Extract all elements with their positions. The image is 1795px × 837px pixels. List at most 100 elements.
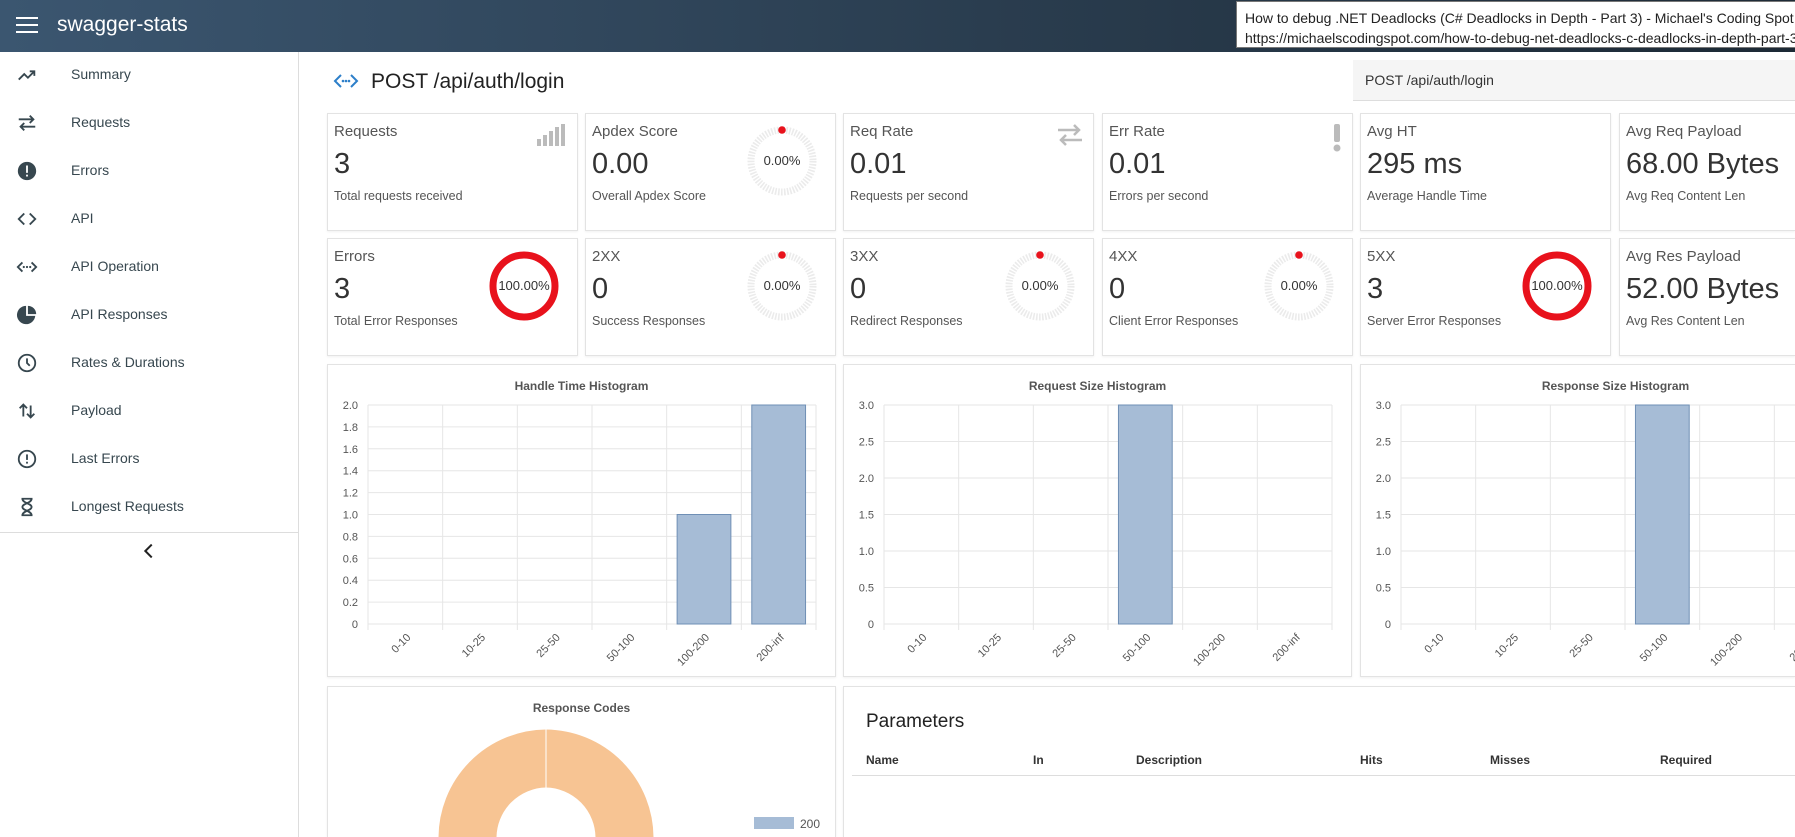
y-tick-label: 0.2 <box>343 597 358 609</box>
gauge-label: 0.00% <box>763 278 801 293</box>
x-tick-label: 25-50 <box>534 632 562 660</box>
gauge-indicator-dot <box>1036 251 1044 259</box>
x-tick-label: 200-inf <box>1788 631 1795 664</box>
gauge <box>747 251 817 321</box>
bar-50-100 <box>1117 404 1173 625</box>
metric-value: 68.00 Bytes <box>1626 148 1780 180</box>
x-tick-label: 100-200 <box>1191 632 1228 669</box>
y-tick-label: 1.0 <box>1376 546 1391 558</box>
table-header-divider <box>852 775 1795 776</box>
operation-select[interactable]: POST /api/auth/login <box>1353 60 1795 101</box>
gauge-track <box>1264 251 1334 321</box>
col-header-name[interactable]: Name <box>866 753 899 767</box>
col-header-in[interactable]: In <box>1033 753 1044 767</box>
metric-card-avg-ht: Avg HT 295 ms Average Handle Time <box>1360 113 1611 231</box>
gauge <box>489 251 559 321</box>
x-tick-label: 200-inf <box>755 631 788 664</box>
chart-card-handle-time: Handle Time Histogram 0 0.2 0.4 0.6 0.8 1.0 1.… <box>327 364 836 677</box>
col-header-description[interactable]: Description <box>1136 753 1203 767</box>
x-tick-label: 10-25 <box>460 632 488 660</box>
chart-title: Handle Time Histogram <box>514 379 649 393</box>
sidebar-item-api-responses[interactable]: API Responses <box>0 292 298 340</box>
x-tick-label: 10-25 <box>1493 632 1521 660</box>
metric-subtitle: Server Error Responses <box>1367 314 1502 328</box>
alert-outline-icon <box>17 449 37 469</box>
menu-icon[interactable] <box>16 17 38 35</box>
sidebar-item-api[interactable]: API <box>0 196 298 244</box>
x-tick-label: 10-25 <box>976 632 1004 660</box>
gauge-track <box>1005 251 1075 321</box>
y-tick-label: 1.6 <box>343 444 358 456</box>
metric-subtitle: Redirect Responses <box>850 314 963 328</box>
y-tick-label: 1.5 <box>1376 510 1391 522</box>
gauge-fill-ring <box>1522 251 1592 321</box>
legend-swatch-200 <box>754 817 794 829</box>
metric-card-avg-req-payload: Avg Req Payload 68.00 Bytes Avg Req Cont… <box>1619 113 1795 231</box>
metric-subtitle: Success Responses <box>592 314 706 328</box>
x-tick-label: 100-200 <box>1708 632 1745 669</box>
parameters-card: Parameters Name In Description Hits Miss… <box>843 686 1795 837</box>
sidebar-item-rates-durations[interactable]: Rates & Durations <box>0 340 298 388</box>
signal-icon <box>537 124 565 146</box>
metric-card-4xx: 4XX 0 Client Error Responses 0.00% <box>1102 238 1353 356</box>
sidebar-item-errors[interactable]: Errors <box>0 148 298 196</box>
metric-subtitle: Requests per second <box>850 189 969 203</box>
sidebar-item-label: Payload <box>71 402 122 418</box>
metric-title: Avg Req Payload <box>1626 123 1742 140</box>
bar-50-100 <box>1634 404 1690 625</box>
x-tick-label: 25-50 <box>1567 632 1595 660</box>
y-tick-label: 1.4 <box>343 466 358 478</box>
sidebar-item-payload[interactable]: Payload <box>0 388 298 436</box>
col-header-required[interactable]: Required <box>1660 753 1713 767</box>
y-tick-label: 1.2 <box>343 488 358 500</box>
handle-time-histogram: 0 0.2 0.4 0.6 0.8 1.0 1.2 1.4 1.6 1.8 2.0 0-10 10-25… <box>343 400 817 669</box>
chart-title: Request Size Histogram <box>1028 379 1167 393</box>
sidebar-item-api-operation[interactable]: API Operation <box>0 244 298 292</box>
col-header-misses[interactable]: Misses <box>1490 753 1531 767</box>
metric-title: 2XX <box>592 248 621 265</box>
metric-value: 0.00 <box>592 148 649 180</box>
pie-chart-icon <box>16 305 37 325</box>
x-tick-label: 50-100 <box>605 632 638 665</box>
metric-title: 4XX <box>1109 248 1138 265</box>
x-tick-label: 0-10 <box>389 632 413 656</box>
y-tick-label: 1.5 <box>859 510 874 522</box>
sidebar-item-label: Last Errors <box>71 450 140 466</box>
sidebar-item-longest-requests[interactable]: Longest Requests <box>0 484 298 532</box>
legend-label-200: 200 <box>800 817 820 831</box>
metric-subtitle: Avg Req Content Len <box>1626 189 1746 203</box>
metric-value: 52.00 Bytes <box>1626 273 1780 305</box>
sidebar-item-label: API <box>71 210 94 226</box>
gauge-label: 0.00% <box>1280 278 1318 293</box>
metric-title: Err Rate <box>1109 123 1165 140</box>
gauge-track <box>747 126 817 196</box>
sidebar-item-label: Summary <box>71 66 131 82</box>
metric-title: 3XX <box>850 248 879 265</box>
y-tick-label: 0.6 <box>343 553 358 565</box>
y-tick-label: 2.0 <box>859 473 874 485</box>
x-tick-label: 50-100 <box>1638 632 1671 665</box>
y-tick-label: 1.8 <box>343 422 358 434</box>
gauge-label: 100.00% <box>498 278 550 293</box>
gauge <box>1264 251 1334 321</box>
chevron-left-icon[interactable] <box>138 540 160 562</box>
metric-value: 0 <box>850 273 867 305</box>
hourglass-icon <box>21 497 33 517</box>
request-size-histogram: 0 0.5 1.0 1.5 2.0 2.5 3.0 0-10 10-25 25-50 50-100 1… <box>859 400 1333 669</box>
metric-subtitle: Total Error Responses <box>334 314 458 328</box>
metric-card-apdex: Apdex Score 0.00 Overall Apdex Score 0.0… <box>585 113 836 231</box>
y-tick-label: 2.0 <box>1376 473 1391 485</box>
metric-title: 5XX <box>1367 248 1396 265</box>
x-tick-label: 25-50 <box>1050 632 1078 660</box>
chart-title: Response Size Histogram <box>1541 379 1690 393</box>
metric-title: Requests <box>334 123 398 140</box>
y-tick-label: 3.0 <box>859 400 874 412</box>
parameters-title: Parameters <box>866 711 965 732</box>
sidebar-item-summary[interactable]: Summary <box>0 52 298 100</box>
sidebar-divider <box>0 532 298 533</box>
col-header-hits[interactable]: Hits <box>1360 753 1383 767</box>
sidebar-item-requests[interactable]: Requests <box>0 100 298 148</box>
sidebar-item-label: Rates & Durations <box>71 354 185 370</box>
sidebar-item-last-errors[interactable]: Last Errors <box>0 436 298 484</box>
trending-up-icon <box>18 70 36 81</box>
